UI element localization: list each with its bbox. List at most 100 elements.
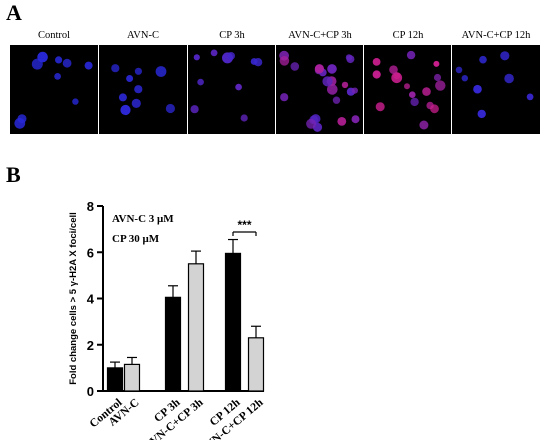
nucleus bbox=[346, 55, 355, 64]
nucleus bbox=[433, 73, 442, 82]
nucleus bbox=[375, 102, 385, 112]
micrograph-divider bbox=[275, 45, 276, 134]
micrograph-label-avn-c-cp-3h: AVN-C+CP 3h bbox=[288, 30, 352, 41]
nucleus bbox=[37, 51, 48, 63]
micrograph-image bbox=[372, 50, 446, 130]
nucleus bbox=[327, 64, 337, 74]
micrograph-divider bbox=[98, 45, 99, 134]
nucleus bbox=[306, 118, 317, 129]
bar bbox=[247, 337, 265, 392]
nucleus bbox=[54, 73, 61, 80]
nucleus bbox=[155, 66, 167, 77]
micrograph-labels: Control AVN-C CP 3h AVN-C+CP 3h CP 12h A… bbox=[10, 30, 540, 46]
nucleus bbox=[62, 58, 72, 68]
nucleus bbox=[134, 85, 143, 94]
nucleus bbox=[14, 117, 26, 129]
nucleus bbox=[235, 83, 242, 91]
nucleus bbox=[341, 81, 349, 89]
nucleus bbox=[72, 98, 79, 105]
y-tick-label: 0 bbox=[87, 384, 94, 399]
nucleus bbox=[422, 87, 431, 96]
nucleus bbox=[280, 93, 289, 102]
y-tick-label: 2 bbox=[87, 338, 94, 353]
micrograph-image bbox=[455, 51, 534, 119]
micrograph-label-cp-3h: CP 3h bbox=[219, 30, 245, 41]
micrograph-divider bbox=[363, 45, 364, 134]
micrograph-divider bbox=[187, 45, 188, 134]
nucleus bbox=[504, 73, 514, 84]
nucleus bbox=[473, 84, 482, 94]
nucleus bbox=[372, 58, 381, 66]
nucleus bbox=[332, 96, 341, 104]
bar bbox=[187, 263, 205, 392]
micrograph-panel bbox=[188, 45, 276, 134]
nucleus bbox=[455, 66, 463, 74]
nucleus bbox=[227, 52, 235, 60]
nucleus bbox=[55, 56, 63, 64]
nucleus bbox=[477, 109, 486, 119]
chart-annotation: AVN-C 3 μM bbox=[112, 213, 174, 225]
micrograph-panel bbox=[10, 45, 98, 134]
nucleus bbox=[404, 83, 410, 90]
micrograph-label-cp-12h: CP 12h bbox=[392, 30, 424, 41]
nucleus bbox=[410, 97, 419, 107]
nucleus bbox=[111, 64, 120, 73]
nucleus bbox=[389, 65, 398, 74]
nucleus bbox=[479, 55, 487, 64]
micrograph-image bbox=[279, 50, 360, 132]
nucleus bbox=[240, 114, 248, 122]
nucleus bbox=[118, 93, 127, 102]
micrograph-image bbox=[111, 64, 175, 116]
nucleus bbox=[430, 104, 439, 114]
nucleus bbox=[197, 78, 204, 86]
micrograph-image bbox=[190, 49, 263, 122]
nucleus bbox=[406, 50, 416, 60]
micrograph-panel bbox=[276, 45, 364, 134]
bar bbox=[106, 367, 124, 392]
significance-label: *** bbox=[237, 218, 251, 232]
nucleus bbox=[419, 120, 429, 130]
micrograph-label-avn-c: AVN-C bbox=[127, 30, 159, 41]
micrograph-strip bbox=[10, 45, 540, 134]
micrograph-label-control: Control bbox=[37, 30, 71, 41]
nucleus bbox=[314, 64, 324, 74]
nucleus bbox=[190, 105, 199, 114]
bar bbox=[123, 363, 141, 392]
nucleus bbox=[165, 103, 175, 114]
micrograph-label-avn-c-cp-12h: AVN-C+CP 12h bbox=[461, 30, 531, 41]
y-tick-label: 4 bbox=[87, 292, 95, 307]
nucleus bbox=[433, 60, 440, 67]
micrograph-image bbox=[14, 51, 93, 129]
nucleus bbox=[461, 75, 468, 82]
nucleus bbox=[500, 51, 510, 61]
nucleus bbox=[351, 115, 360, 124]
nucleus bbox=[391, 72, 403, 84]
nucleus bbox=[131, 98, 141, 108]
nucleus bbox=[126, 75, 134, 82]
nucleus bbox=[134, 67, 142, 75]
micrograph-panel bbox=[364, 45, 452, 134]
nucleus bbox=[250, 58, 258, 65]
micrograph-panel bbox=[452, 45, 540, 134]
micrograph-divider bbox=[451, 45, 452, 134]
nucleus bbox=[279, 56, 290, 66]
nucleus bbox=[337, 117, 347, 126]
nucleus bbox=[409, 91, 416, 98]
micrograph-panel bbox=[99, 45, 187, 134]
panel-a-letter: A bbox=[6, 0, 22, 25]
nucleus bbox=[210, 49, 218, 57]
nucleus bbox=[351, 87, 358, 94]
bar bbox=[224, 252, 242, 392]
y-axis-label: Fold change cells > 5 γ-H2A X foci/cell bbox=[68, 212, 79, 385]
bar bbox=[164, 296, 182, 392]
y-tick-label: 8 bbox=[87, 199, 94, 214]
nucleus bbox=[290, 62, 300, 71]
nucleus bbox=[327, 84, 338, 95]
nucleus bbox=[372, 70, 381, 79]
panel-b-letter: B bbox=[6, 162, 21, 187]
chart-annotation: CP 30 μM bbox=[112, 233, 160, 245]
nucleus bbox=[120, 104, 131, 116]
nucleus bbox=[322, 76, 333, 87]
y-tick-label: 6 bbox=[87, 245, 94, 260]
